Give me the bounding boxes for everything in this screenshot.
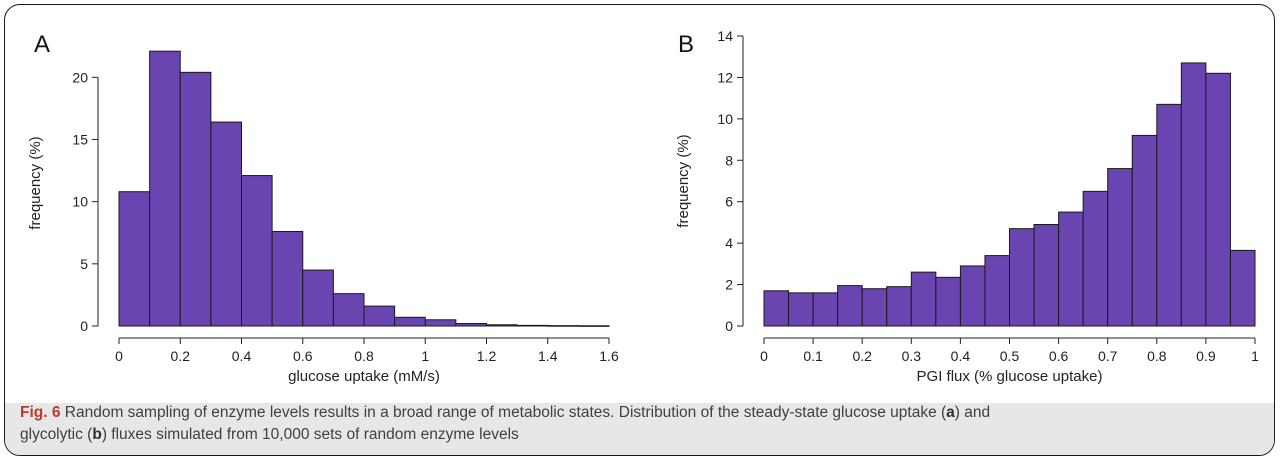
panel-b-bar bbox=[887, 287, 912, 326]
panel-b-bar bbox=[936, 277, 961, 326]
panel-a-bar bbox=[119, 192, 150, 326]
panel-a-bar bbox=[242, 176, 273, 326]
panel-a-bar bbox=[425, 320, 456, 326]
panel-a-bar bbox=[548, 326, 579, 327]
panel-b-y-axis-title: frequency (%) bbox=[675, 134, 692, 227]
panel-b-y-tick-label: 2 bbox=[725, 277, 733, 293]
panel-b-x-tick-label: 0.1 bbox=[803, 348, 823, 364]
panel-a-bar bbox=[180, 72, 211, 326]
caption-text-3: glycolytic ( bbox=[20, 426, 92, 443]
panel-a-bar bbox=[303, 270, 334, 326]
caption-ref-b: b bbox=[92, 426, 101, 443]
panel-a-bar bbox=[395, 317, 426, 326]
panel-b-x-tick-label: 0.8 bbox=[1147, 348, 1167, 364]
panel-b-x-tick-label: 0.4 bbox=[951, 348, 971, 364]
panel-b-y-tick-label: 6 bbox=[725, 194, 733, 210]
caption-ref-a: a bbox=[946, 404, 955, 421]
panel-b-bar bbox=[1206, 73, 1231, 326]
panel-b-label: B bbox=[678, 31, 694, 58]
panel-b-bar bbox=[1230, 250, 1255, 326]
panel-b-x-axis-title: PGI flux (% glucose uptake) bbox=[917, 368, 1103, 385]
panel-b-bar bbox=[1083, 191, 1108, 326]
panel-a-y-tick-label: 0 bbox=[80, 318, 88, 334]
panel-b-bar bbox=[813, 293, 838, 326]
panel-b-bar bbox=[789, 293, 814, 326]
panel-a-x-axis-title: glucose uptake (mM/s) bbox=[288, 368, 440, 385]
panel-a-label: A bbox=[34, 31, 50, 58]
panel-b-bar bbox=[960, 266, 985, 326]
panel-a-x-tick-label: 0 bbox=[115, 348, 123, 364]
caption-text-2: ) and bbox=[955, 404, 990, 421]
panel-b-bar bbox=[1108, 169, 1133, 326]
panel-b-x-tick-label: 0.2 bbox=[852, 348, 872, 364]
panel-a-x-tick-label: 1 bbox=[421, 348, 429, 364]
panel-a-y-tick-label: 5 bbox=[80, 256, 88, 272]
panel-b-bar bbox=[911, 272, 936, 326]
panel-b-x-tick-label: 0.6 bbox=[1049, 348, 1069, 364]
panel-a-x-tick-label: 1.2 bbox=[477, 348, 497, 364]
panel-b-y-tick-label: 12 bbox=[717, 69, 733, 85]
panel-b-x-tick-label: 0.3 bbox=[902, 348, 922, 364]
panel-a-y-tick-label: 10 bbox=[72, 194, 88, 210]
panel-a-bar bbox=[578, 326, 609, 327]
panel-b-y-tick-label: 8 bbox=[725, 152, 733, 168]
panel-b-bar bbox=[838, 286, 863, 326]
panel-b-x-tick-label: 0.9 bbox=[1196, 348, 1216, 364]
panel-b-y-tick-label: 14 bbox=[717, 28, 733, 44]
panel-a-bar bbox=[517, 325, 548, 326]
panel-b-x-tick-label: 0.7 bbox=[1098, 348, 1118, 364]
panel-a-y-tick-label: 20 bbox=[72, 69, 88, 85]
panel-b-bar bbox=[862, 289, 887, 326]
caption-text-1: Random sampling of enzyme levels results… bbox=[60, 404, 946, 421]
panel-b-x-tick-label: 0 bbox=[760, 348, 768, 364]
panel-b-bar bbox=[1181, 63, 1206, 326]
panel-a-bar bbox=[456, 324, 487, 326]
panel-a-x-tick-label: 0.8 bbox=[354, 348, 374, 364]
panel-b-y-tick-label: 10 bbox=[717, 111, 733, 127]
panel-b-y-tick-label: 4 bbox=[725, 235, 733, 251]
panel-a-x-tick-label: 0.6 bbox=[293, 348, 313, 364]
panel-b-bar bbox=[1034, 225, 1059, 327]
panel-b-x-tick-label: 1 bbox=[1251, 348, 1259, 364]
caption-text-4: ) fluxes simulated from 10,000 sets of r… bbox=[102, 426, 519, 443]
panel-a-y-axis-title: frequency (%) bbox=[27, 136, 44, 229]
panel-a-x-tick-label: 1.6 bbox=[599, 348, 619, 364]
panel-b-bar bbox=[764, 291, 789, 326]
panel-b-bar bbox=[1132, 135, 1157, 326]
panel-b-bar bbox=[1157, 104, 1182, 326]
panel-a-bar bbox=[272, 231, 303, 326]
panel-b-bar bbox=[1010, 229, 1035, 326]
figure-caption: Fig. 6 Random sampling of enzyme levels … bbox=[20, 402, 1260, 446]
panel-a-bar bbox=[150, 51, 181, 326]
panel-a-y-tick-label: 15 bbox=[72, 131, 88, 147]
panel-a-bar bbox=[364, 306, 395, 326]
panel-a-x-tick-label: 1.4 bbox=[538, 348, 558, 364]
panel-a-bar bbox=[487, 325, 518, 326]
panel-b-bar bbox=[1059, 212, 1084, 326]
panel-a-x-tick-label: 0.2 bbox=[171, 348, 191, 364]
panel-a-bar bbox=[333, 294, 364, 326]
figure-number: Fig. 6 bbox=[20, 404, 60, 421]
panel-b-y-tick-label: 0 bbox=[725, 318, 733, 334]
panel-b-bar bbox=[985, 256, 1010, 326]
panel-b-x-tick-label: 0.5 bbox=[1000, 348, 1020, 364]
panel-a-bar bbox=[211, 122, 242, 326]
panel-a-x-tick-label: 0.4 bbox=[232, 348, 252, 364]
